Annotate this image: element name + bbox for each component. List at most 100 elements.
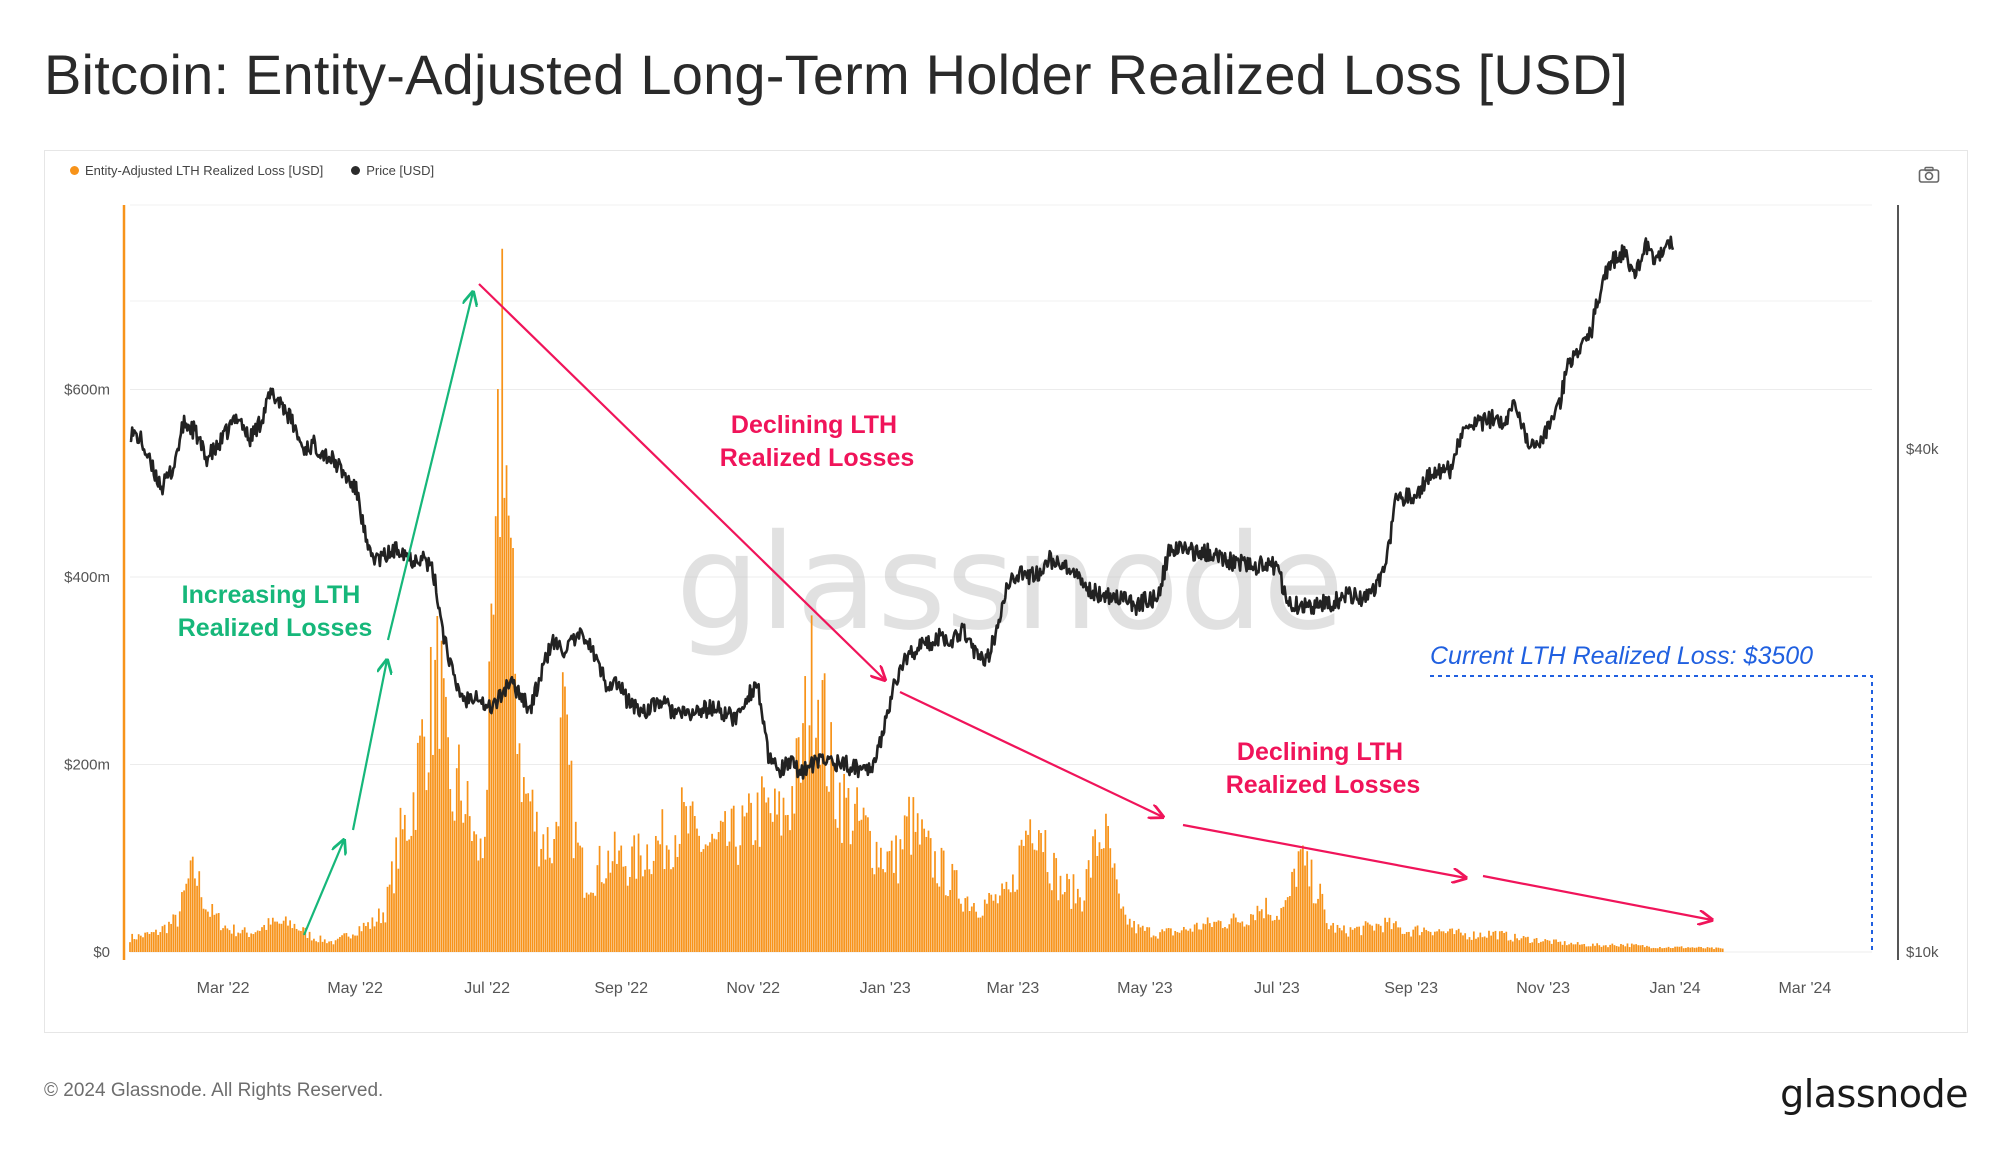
legend-item-lth-loss[interactable]: Entity-Adjusted LTH Realized Loss [USD] [70,163,323,178]
loss-bar [726,845,729,952]
loss-bar [213,914,216,952]
loss-bar [944,895,947,952]
loss-bar [1193,924,1196,952]
loss-bar [1529,943,1531,952]
loss-bar [1537,943,1540,952]
loss-bar [419,735,421,952]
loss-bar [1421,932,1423,952]
loss-bar [1563,941,1566,952]
loss-bar [1442,931,1445,952]
loss-bar [187,878,190,952]
loss-bar [215,913,218,952]
loss-bar [1241,921,1244,952]
loss-bar [1678,946,1681,952]
camera-icon[interactable] [1918,166,1940,184]
loss-bar [538,866,540,952]
loss-bar [1509,939,1512,952]
loss-bar [243,927,246,952]
loss-bar [830,722,832,952]
legend-item-price[interactable]: Price [USD] [351,163,434,178]
loss-bar [365,926,367,952]
loss-bar [269,924,272,952]
loss-bar [1715,947,1718,952]
loss-bar [1345,933,1348,952]
loss-bar [451,811,454,952]
loss-bar [1351,929,1354,952]
loss-bar [1585,946,1588,952]
loss-bar [499,537,501,952]
loss-bar [834,819,837,952]
loss-bar [698,835,700,952]
loss-bar [174,914,177,952]
loss-bar [194,878,196,952]
loss-bar [1596,943,1599,952]
loss-bar [867,817,869,952]
loss-bar [1096,855,1099,952]
tick-labels: Mar '22 May '22 Jul '22 Sep '22 Nov '22 Jan '… [64,382,1939,998]
loss-bar [1338,927,1341,952]
loss-bar [1165,928,1168,952]
loss-bar [339,936,341,952]
loss-bar [1410,936,1412,952]
loss-bar [1336,924,1339,952]
loss-bar [1574,944,1577,952]
loss-bar [1083,900,1086,952]
loss-bar [1353,928,1356,952]
loss-bar [1074,903,1077,952]
loss-bar [336,938,339,952]
loss-bar [1063,891,1066,952]
loss-bar [458,744,460,952]
loss-bar [1457,928,1460,952]
arrow-pink-1 [478,283,885,680]
loss-bar [579,845,581,952]
loss-bar [248,937,250,952]
y-left-tick-label: $600m [64,382,110,399]
loss-bar [1721,948,1724,952]
loss-bar [667,849,670,952]
loss-bar [1572,944,1575,952]
loss-bar [388,884,391,952]
loss-bar [1204,924,1207,952]
loss-bar [453,820,456,952]
loss-bar [791,786,794,952]
loss-bar [1317,898,1319,952]
loss-bar [1098,842,1101,952]
loss-bar [488,661,491,952]
loss-bar [875,841,878,952]
loss-bar [163,924,166,952]
loss-bar [799,782,802,952]
loss-bar [1648,946,1650,952]
loss-bar [590,892,592,952]
axes [122,205,1899,960]
loss-bar [724,811,726,952]
loss-bar [408,839,411,952]
loss-bar [1633,944,1635,952]
loss-bar [758,846,761,952]
loss-bar [596,865,599,952]
x-tick-label: Nov '22 [726,980,780,997]
x-tick-label: Jul '22 [464,980,510,997]
loss-bar [1447,931,1449,952]
loss-bar [1085,869,1088,952]
annotation-declining-2-line2: Realized Losses [1226,771,1421,799]
loss-bar [161,926,164,952]
loss-bar [752,844,755,952]
loss-bar [1273,919,1276,952]
loss-bar [949,890,952,952]
loss-bar [1111,867,1114,952]
loss-bar [888,850,891,952]
loss-bar [1278,919,1280,952]
loss-bar [1038,830,1040,952]
loss-bar [139,935,142,952]
loss-bar [150,932,153,952]
loss-bar [841,842,843,952]
loss-bar [741,805,744,952]
annotation-declining-2-line1: Declining LTH [1237,738,1403,766]
loss-bar [1267,914,1270,952]
loss-bar [1224,927,1226,952]
loss-bar [1020,839,1023,952]
loss-bar [1089,877,1092,952]
loss-bar [1702,948,1705,952]
loss-bar [1392,923,1395,952]
loss-bar [475,834,478,952]
